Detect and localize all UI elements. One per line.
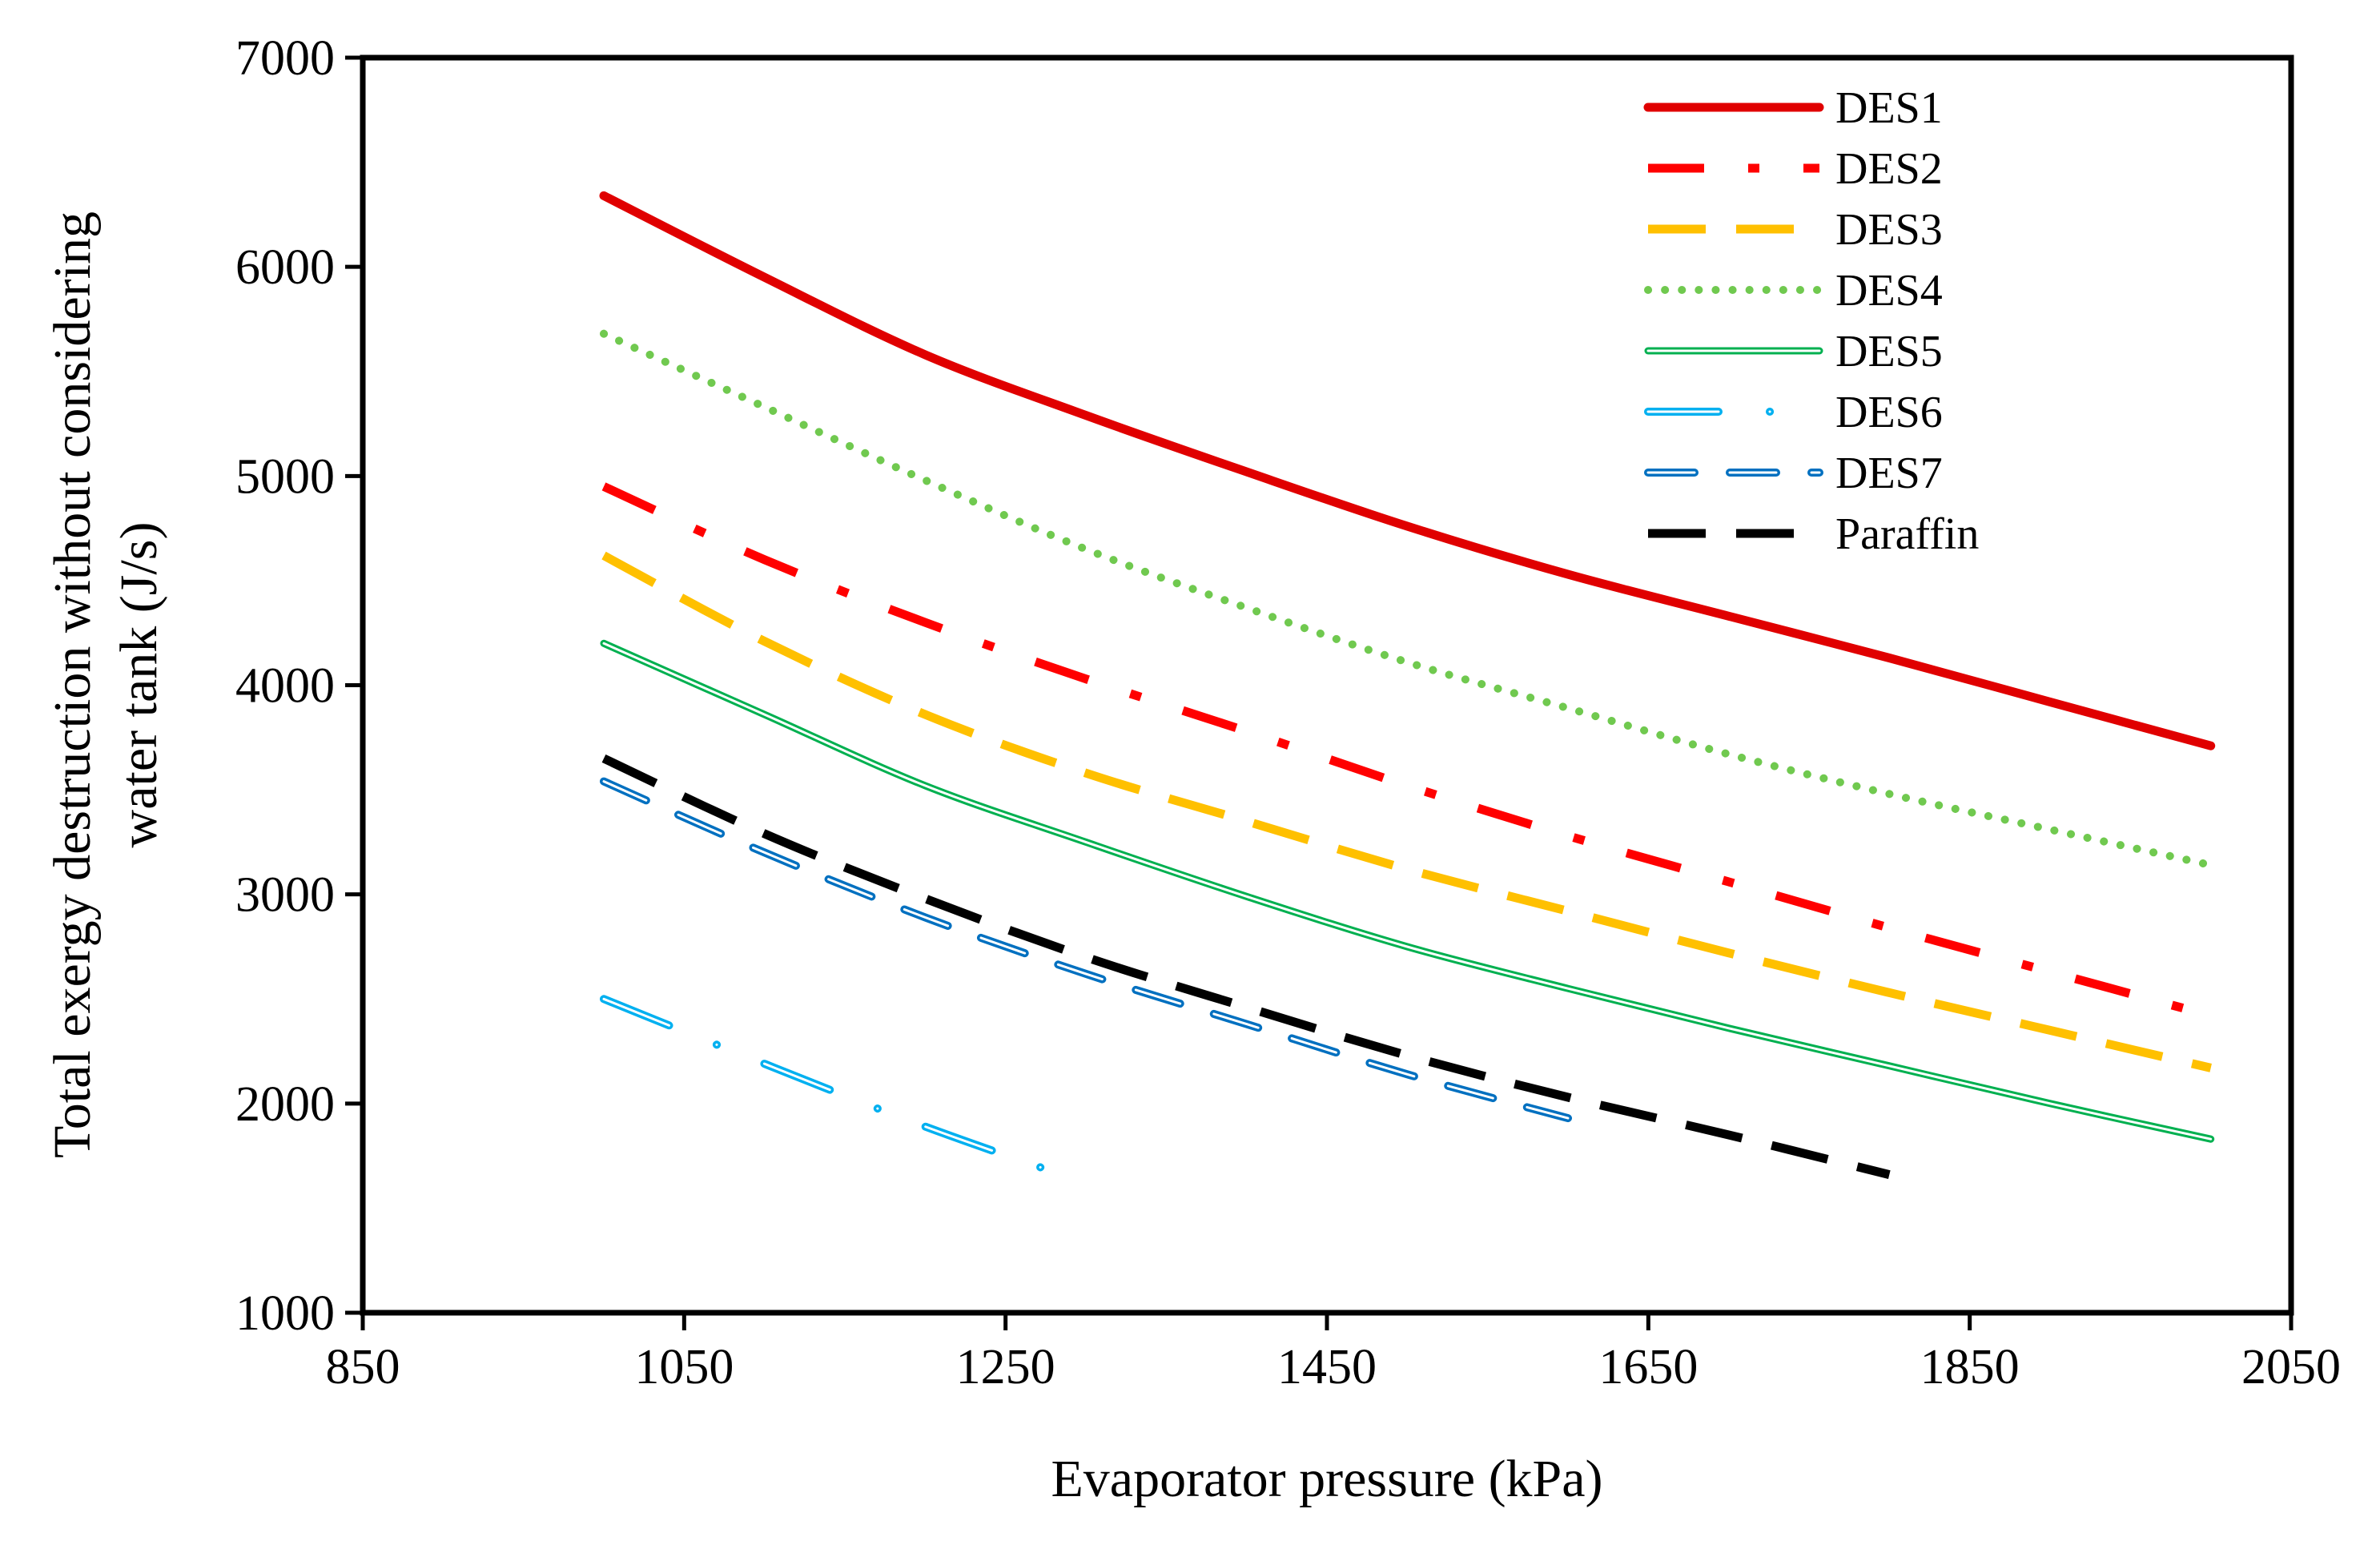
x-tick-label-1650: 1650 bbox=[1598, 1340, 1698, 1394]
x-tick-label-1250: 1250 bbox=[956, 1340, 1055, 1394]
legend-item-des7: DES7 bbox=[1644, 449, 1943, 498]
legend-label-des2: DES2 bbox=[1835, 144, 1943, 194]
y-tick-label-5000: 5000 bbox=[235, 449, 335, 504]
y-tick-label-4000: 4000 bbox=[235, 659, 335, 714]
series-line-des6-inner bbox=[602, 997, 1087, 1185]
x-tick-label-1050: 1050 bbox=[634, 1340, 734, 1394]
legend-label-des6: DES6 bbox=[1835, 388, 1943, 437]
series-des5 bbox=[600, 639, 2215, 1143]
legend-label-paraffin: Paraffin bbox=[1835, 509, 1979, 559]
legend-label-des4: DES4 bbox=[1835, 266, 1943, 316]
legend-item-des5: DES5 bbox=[1644, 327, 1943, 376]
series-des4 bbox=[600, 329, 2215, 870]
series-des2 bbox=[601, 482, 2213, 1020]
x-tick-label-1450: 1450 bbox=[1277, 1340, 1377, 1394]
x-tick-label-1850: 1850 bbox=[1920, 1340, 2020, 1394]
series-paraffin bbox=[601, 754, 1891, 1179]
y-axis-title-line-2: water tank (J/s) bbox=[110, 522, 168, 848]
legend-item-paraffin: Paraffin bbox=[1648, 509, 1979, 559]
legend-item-des1: DES1 bbox=[1643, 83, 1943, 133]
series-des7 bbox=[600, 777, 1572, 1123]
y-tick-label-7000: 7000 bbox=[235, 31, 335, 86]
y-tick-label-3000: 3000 bbox=[235, 868, 335, 923]
series-line-des5-inner bbox=[602, 642, 2213, 1141]
series-des6 bbox=[600, 995, 1090, 1188]
legend-label-des3: DES3 bbox=[1835, 205, 1943, 255]
series-des3 bbox=[601, 551, 2212, 1072]
series-line-des3 bbox=[601, 551, 2212, 1072]
legend-item-des6: DES6 bbox=[1644, 388, 1943, 437]
series-des1 bbox=[599, 191, 2216, 750]
series-line-des6 bbox=[600, 995, 1090, 1188]
legend-label-des5: DES5 bbox=[1835, 327, 1943, 376]
x-tick-label-850: 850 bbox=[326, 1340, 400, 1394]
series-line-des5 bbox=[600, 639, 2215, 1143]
y-tick-label-1000: 1000 bbox=[235, 1286, 335, 1341]
legend: DES1 DES2 DES3 DES4 DES5 DES6 DES7 Paraffin bbox=[1643, 83, 1979, 559]
series-line-paraffin bbox=[601, 754, 1891, 1179]
x-axis-ticks: 850 1050 1250 1450 1650 1850 2050 bbox=[326, 1313, 2341, 1394]
x-axis-title: Evaporator pressure (kPa) bbox=[1051, 1450, 1602, 1508]
series-line-des1 bbox=[599, 191, 2216, 750]
y-axis-ticks: 1000 2000 3000 4000 5000 6000 7000 bbox=[235, 31, 363, 1341]
legend-item-des3: DES3 bbox=[1648, 205, 1943, 255]
series-line-des7-inner bbox=[602, 780, 1570, 1120]
legend-item-des2: DES2 bbox=[1648, 144, 1943, 194]
legend-label-des1: DES1 bbox=[1835, 83, 1943, 133]
legend-label-des7: DES7 bbox=[1835, 449, 1943, 498]
series-line-des4 bbox=[600, 329, 2215, 870]
x-tick-label-2050: 2050 bbox=[2241, 1340, 2341, 1394]
y-axis-title-line-1: Total exergy destruction without conside… bbox=[43, 211, 102, 1158]
y-tick-label-2000: 2000 bbox=[235, 1077, 335, 1132]
plot-lines bbox=[599, 191, 2216, 1188]
legend-item-des4: DES4 bbox=[1644, 266, 1943, 316]
series-line-des2 bbox=[601, 482, 2213, 1020]
y-tick-label-6000: 6000 bbox=[235, 240, 335, 295]
